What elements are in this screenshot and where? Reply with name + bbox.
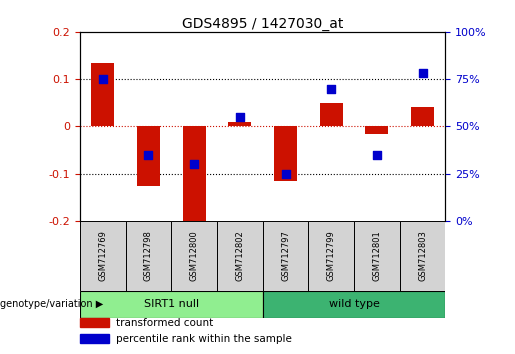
Bar bbox=[126, 221, 171, 291]
Point bbox=[327, 86, 335, 91]
Text: GSM712799: GSM712799 bbox=[327, 230, 336, 281]
Bar bbox=[320, 103, 342, 126]
Bar bbox=[183, 126, 205, 223]
Text: GSM712800: GSM712800 bbox=[190, 230, 199, 281]
Point bbox=[236, 114, 244, 120]
Bar bbox=[354, 221, 400, 291]
Bar bbox=[400, 221, 445, 291]
Title: GDS4895 / 1427030_at: GDS4895 / 1427030_at bbox=[182, 17, 344, 31]
Bar bbox=[411, 107, 434, 126]
Bar bbox=[80, 334, 109, 343]
Text: transformed count: transformed count bbox=[116, 318, 214, 328]
Point bbox=[190, 161, 198, 167]
Text: SIRT1 null: SIRT1 null bbox=[144, 299, 199, 309]
Point bbox=[419, 71, 427, 76]
Point bbox=[373, 152, 381, 158]
Point bbox=[98, 76, 107, 82]
Bar bbox=[366, 126, 388, 133]
Text: GSM712802: GSM712802 bbox=[235, 230, 244, 281]
Point bbox=[144, 152, 152, 158]
Text: GSM712797: GSM712797 bbox=[281, 230, 290, 281]
Bar bbox=[263, 221, 308, 291]
Bar bbox=[217, 221, 263, 291]
Bar bbox=[137, 126, 160, 185]
Bar bbox=[80, 291, 263, 318]
Point bbox=[281, 171, 289, 177]
Bar bbox=[91, 63, 114, 126]
Bar bbox=[228, 122, 251, 126]
Bar bbox=[171, 221, 217, 291]
Bar bbox=[80, 221, 126, 291]
Bar bbox=[308, 221, 354, 291]
Text: GSM712801: GSM712801 bbox=[372, 230, 382, 281]
Bar bbox=[274, 126, 297, 181]
Text: percentile rank within the sample: percentile rank within the sample bbox=[116, 334, 293, 344]
Text: GSM712798: GSM712798 bbox=[144, 230, 153, 281]
Text: wild type: wild type bbox=[329, 299, 380, 309]
Text: GSM712803: GSM712803 bbox=[418, 230, 427, 281]
Text: genotype/variation ▶: genotype/variation ▶ bbox=[0, 299, 103, 309]
Bar bbox=[80, 318, 109, 327]
Bar bbox=[263, 291, 445, 318]
Text: GSM712769: GSM712769 bbox=[98, 230, 107, 281]
